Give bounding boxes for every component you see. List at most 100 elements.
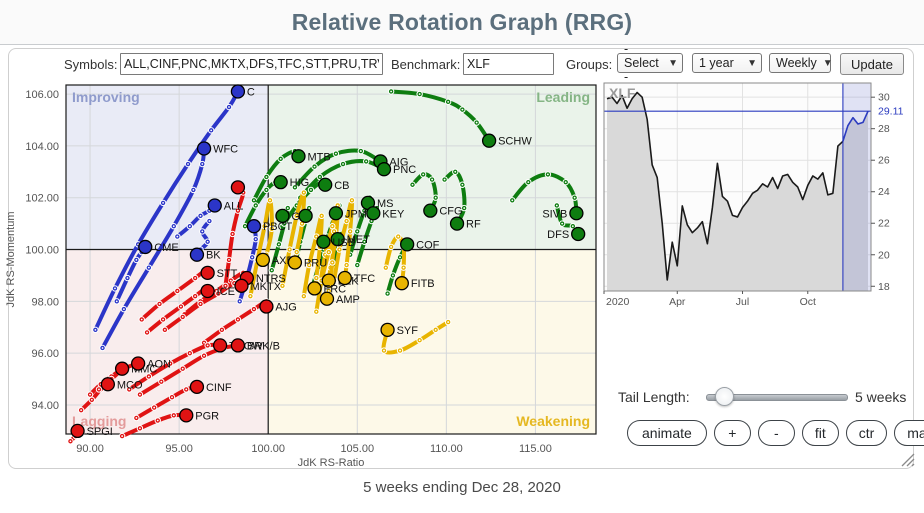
animate-button[interactable]: animate — [627, 420, 707, 446]
rrg-point-PNC[interactable] — [376, 162, 392, 177]
toolbar: Symbols: Benchmark: Groups: - Select - ▼… — [20, 42, 910, 84]
rrg-point-MCO[interactable] — [100, 377, 116, 392]
rrg-point-MMC[interactable] — [114, 361, 130, 376]
zoom-out-button[interactable]: - — [757, 420, 795, 446]
rrg-point-TFC[interactable] — [337, 270, 352, 286]
rrg-label-PNC: PNC — [393, 164, 416, 176]
rrg-label-DFS: DFS — [547, 229, 569, 241]
rrg-point-SIVB[interactable] — [569, 206, 584, 221]
rrg-point-BRK/B[interactable] — [230, 338, 246, 353]
rrg-label-CINF: CINF — [206, 382, 232, 394]
svg-text:95.00: 95.00 — [165, 443, 193, 455]
zoom-in-button[interactable]: + — [713, 420, 751, 446]
benchmark-last-price: 29.11 — [878, 106, 904, 118]
rrg-point-CFG[interactable] — [423, 203, 438, 218]
symbols-field-wrap — [120, 53, 383, 75]
rrg-point-STT[interactable] — [200, 265, 215, 280]
svg-text:90.00: 90.00 — [76, 443, 104, 455]
chevron-down-icon: ▼ — [747, 57, 757, 69]
rrg-point-MKTX[interactable] — [234, 278, 249, 293]
svg-text:24: 24 — [878, 186, 890, 198]
rrg-point-MET[interactable] — [330, 232, 345, 247]
rrg-point-unlabeled[interactable] — [298, 208, 313, 223]
rrg-point-HIG[interactable] — [273, 175, 288, 190]
rrg-point-RF[interactable] — [449, 216, 465, 231]
rrg-label-CFG: CFG — [439, 206, 462, 218]
rrg-point-SYF[interactable] — [380, 322, 395, 337]
interval-select[interactable]: Weekly ▼ — [769, 53, 833, 73]
rrg-point-KEY[interactable] — [366, 206, 381, 221]
rrg-point-GS[interactable] — [275, 208, 290, 223]
svg-text:102.00: 102.00 — [25, 193, 59, 205]
rrg-point-BLK[interactable] — [321, 273, 336, 288]
benchmark-input[interactable] — [463, 53, 554, 75]
rrg-label-USB: USB — [332, 237, 355, 249]
rrg-point-ICE[interactable] — [200, 283, 215, 299]
groups-select[interactable]: - Select - ▼ — [617, 42, 683, 84]
fit-button[interactable]: fit — [801, 420, 839, 446]
rrg-point-SCHW[interactable] — [481, 133, 497, 148]
rrg-point-SPGI[interactable] — [70, 423, 85, 439]
rrg-point-FITB[interactable] — [394, 276, 409, 291]
rrg-point-JPM[interactable] — [328, 206, 344, 221]
rrg-label-BK: BK — [206, 250, 221, 262]
svg-text:Apr: Apr — [669, 296, 686, 308]
quadrant-label-weakening: Weakening — [516, 413, 590, 429]
rrg-label-KEY: KEY — [382, 208, 405, 220]
tail-length-slider-track[interactable] — [706, 394, 848, 401]
rrg-point-PGR[interactable] — [179, 408, 194, 423]
rrg-point-TROW[interactable] — [212, 338, 228, 353]
ctr-button[interactable]: ctr — [845, 420, 888, 446]
rrg-point-AJG[interactable] — [259, 299, 274, 314]
quadrant-label-lagging: Lagging — [72, 413, 126, 429]
symbols-label: Symbols: — [64, 56, 118, 72]
rrg-label-ALL: ALL — [224, 200, 244, 212]
tail-length-slider-handle[interactable] — [715, 387, 734, 406]
rrg-point-PRU[interactable] — [287, 255, 303, 270]
period-select[interactable]: 1 year ▼ — [692, 53, 762, 73]
update-button[interactable]: Update — [840, 53, 904, 75]
rrg-point-BK[interactable] — [189, 247, 205, 262]
quadrant-label-improving: Improving — [72, 89, 140, 105]
svg-text:100.00: 100.00 — [251, 443, 285, 455]
rrg-point-AXP[interactable] — [255, 252, 271, 268]
rrg-label-MCO: MCO — [117, 379, 143, 391]
rrg-point-C[interactable] — [230, 84, 246, 99]
rrg-label-SPGI: SPGI — [87, 426, 113, 438]
period-select-value: 1 year — [699, 56, 734, 70]
svg-text:106.00: 106.00 — [25, 89, 59, 101]
rrg-point-CB[interactable] — [318, 177, 333, 192]
rrg-point-ALL[interactable] — [207, 198, 222, 213]
x-axis-title: JdK RS-Ratio — [298, 457, 365, 469]
interval-select-value: Weekly — [776, 56, 817, 70]
rrg-point-USB[interactable] — [316, 234, 331, 249]
rrg-point-WFC[interactable] — [196, 141, 212, 156]
rrg-point-PBCT[interactable] — [246, 219, 262, 234]
rrg-point-AMP[interactable] — [319, 291, 335, 306]
chart-buttons: animate + - fit ctr max — [627, 420, 924, 446]
title-bar: Relative Rotation Graph (RRG) — [0, 0, 924, 45]
svg-text:98.00: 98.00 — [31, 296, 59, 308]
chevron-down-icon: ▼ — [822, 57, 833, 69]
page-title: Relative Rotation Graph (RRG) — [291, 8, 633, 35]
rrg-chart[interactable]: Improving Leading Lagging Weakening C WFC ALL C… — [0, 78, 622, 476]
max-button[interactable]: max — [894, 420, 924, 446]
rrg-point-FRC[interactable] — [307, 281, 322, 296]
rrg-point-CINF[interactable] — [189, 379, 205, 394]
rrg-point-unlabeled[interactable] — [230, 180, 246, 195]
rrg-point-CME[interactable] — [138, 239, 153, 255]
resize-handle-icon[interactable] — [901, 453, 915, 467]
svg-text:26: 26 — [878, 155, 890, 167]
rrg-label-MET: MET — [347, 234, 371, 246]
symbols-input[interactable] — [120, 53, 383, 75]
rrg-label-AON: AON — [147, 359, 171, 371]
rrg-label-SYF: SYF — [397, 325, 419, 337]
rrg-point-COF[interactable] — [400, 237, 415, 252]
rrg-point-DFS[interactable] — [571, 226, 586, 242]
rrg-label-TFC: TFC — [354, 273, 375, 285]
rrg-label-PBCT: PBCT — [263, 221, 293, 233]
svg-text:28: 28 — [878, 123, 890, 135]
rrg-point-MTB[interactable] — [291, 149, 306, 164]
rrg-point-AON[interactable] — [131, 356, 146, 371]
